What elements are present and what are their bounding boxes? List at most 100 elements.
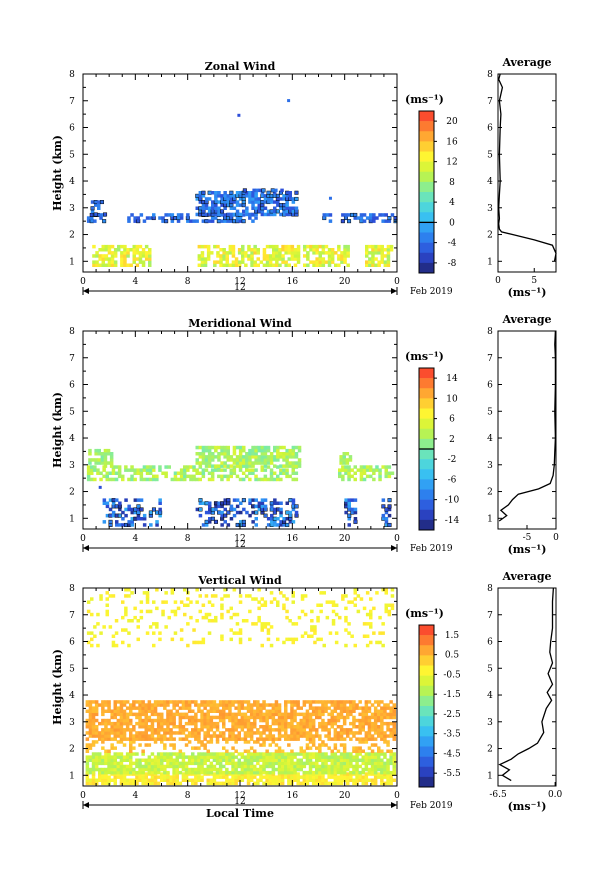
heatmap-cell	[350, 468, 354, 472]
heatmap-cell	[288, 520, 293, 524]
heatmap-cell	[305, 758, 310, 762]
heatmap-cell	[231, 700, 235, 704]
heatmap-cell	[105, 612, 109, 617]
heatmap-cell	[245, 594, 249, 598]
heatmap-cell	[173, 609, 178, 614]
heatmap-cell	[132, 725, 136, 729]
heatmap-cell	[206, 254, 211, 258]
heatmap-cell	[234, 257, 239, 261]
heatmap-cell	[273, 458, 277, 462]
heatmap-cell	[353, 498, 358, 502]
heatmap-cell	[361, 755, 365, 759]
heatmap-cell	[374, 257, 378, 261]
heatmap-cell	[344, 468, 348, 472]
heatmap-cell	[178, 752, 183, 756]
heatmap-cell	[380, 709, 384, 713]
heatmap-cell	[88, 758, 93, 762]
heatmap-cell	[290, 755, 294, 759]
heatmap-cell	[187, 758, 192, 762]
heatmap-cell	[238, 477, 243, 482]
heatmap-cell	[122, 703, 127, 707]
heatmap-cell	[266, 631, 271, 635]
heatmap-cell	[102, 498, 107, 502]
heatmap-cell	[318, 263, 322, 267]
heatmap-cell	[249, 775, 254, 779]
heatmap-cell	[392, 778, 396, 782]
heatmap-cell	[377, 260, 381, 264]
heatmap-cell	[203, 734, 207, 738]
heatmap-cell	[253, 775, 257, 779]
heatmap-cell	[262, 740, 266, 744]
heatmap-cell	[291, 622, 295, 626]
heatmap-cell	[201, 461, 206, 465]
heatmap-cell	[311, 761, 316, 766]
heatmap-cell	[251, 448, 255, 453]
heatmap-cell	[97, 461, 101, 465]
heatmap-cell	[368, 260, 372, 264]
heatmap-cell	[319, 637, 323, 642]
heatmap-cell	[342, 775, 347, 779]
heatmap-cell	[269, 468, 274, 472]
heatmap-cell	[127, 219, 131, 223]
heatmap-cell	[291, 498, 296, 502]
heatmap-cell	[343, 244, 347, 249]
heatmap-cell	[383, 248, 388, 252]
heatmap-cell	[333, 764, 338, 769]
heatmap-cell	[256, 709, 260, 713]
heatmap-cell	[156, 721, 161, 726]
heatmap-cell	[186, 468, 190, 472]
heatmap-cell	[271, 706, 276, 710]
heatmap-cell	[141, 260, 146, 264]
heatmap-cell	[135, 706, 139, 710]
heatmap-cell	[215, 758, 220, 762]
heatmap-cell	[109, 452, 114, 456]
heatmap-cell	[341, 594, 345, 598]
heatmap-cell	[271, 737, 276, 741]
heatmap-cell	[86, 216, 91, 220]
heatmap-cell	[220, 219, 224, 223]
heatmap-cell	[384, 471, 388, 475]
heatmap-cell	[266, 461, 271, 465]
heatmap-cell	[148, 254, 152, 258]
heatmap-cell	[256, 731, 260, 735]
heatmap-cell	[321, 251, 326, 255]
y-tick-label: 2	[69, 488, 75, 498]
heatmap-cell	[166, 775, 170, 779]
heatmap-cell	[152, 213, 156, 217]
heatmap-cell	[98, 254, 102, 258]
heatmap-cell	[234, 755, 238, 759]
heatmap-cell	[344, 594, 348, 598]
heatmap-cell	[389, 781, 393, 786]
heatmap-cell	[288, 194, 292, 198]
heatmap-cell	[125, 758, 130, 762]
heatmap-cell	[178, 721, 183, 726]
day-label: 12	[234, 283, 245, 293]
heatmap-cell	[256, 248, 260, 252]
heatmap-cell	[160, 737, 164, 741]
heatmap-cell	[147, 778, 152, 782]
heatmap-cell	[352, 758, 356, 762]
heatmap-cell	[367, 761, 372, 766]
heatmap-cell	[132, 260, 136, 264]
heatmap-cell	[207, 631, 212, 635]
heatmap-cell	[336, 725, 341, 729]
heatmap-cell	[373, 706, 378, 710]
heatmap-cell	[209, 761, 214, 766]
heatmap-cell	[282, 464, 286, 468]
heatmap-cell	[276, 600, 280, 604]
heatmap-cell	[195, 471, 199, 475]
heatmap-cell	[228, 737, 232, 741]
heatmap-cell	[220, 597, 224, 601]
heatmap-cell	[254, 477, 258, 482]
heatmap-cell	[249, 758, 254, 762]
heatmap-cell	[158, 498, 162, 502]
heatmap-cell	[85, 737, 90, 741]
heatmap-cell	[300, 594, 305, 598]
heatmap-cell	[386, 260, 391, 264]
heatmap-cell	[237, 734, 241, 738]
heatmap-cell	[124, 507, 128, 512]
heatmap-cell	[380, 718, 384, 723]
heatmap-cell	[249, 764, 254, 769]
heatmap-cell	[257, 461, 261, 465]
heatmap-cell	[364, 740, 369, 744]
